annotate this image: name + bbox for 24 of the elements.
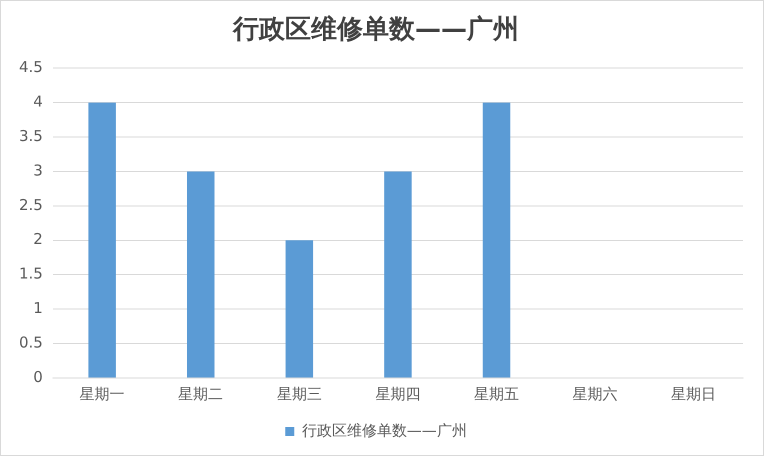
y-tick-label: 1.5 bbox=[18, 264, 43, 283]
legend-label: 行政区维修单数——广州 bbox=[302, 421, 467, 440]
y-tick-label: 3.5 bbox=[18, 126, 43, 145]
y-tick-label: 4 bbox=[33, 92, 43, 111]
x-tick-label: 星期一 bbox=[80, 384, 125, 403]
y-tick-label: 4.5 bbox=[18, 58, 43, 76]
y-tick-label: 3 bbox=[33, 161, 43, 180]
bar bbox=[186, 171, 214, 378]
x-tick-label: 星期二 bbox=[178, 384, 224, 403]
x-tick-label: 星期三 bbox=[276, 384, 322, 403]
x-tick-label: 星期五 bbox=[474, 384, 520, 403]
y-tick-label: 1 bbox=[33, 299, 43, 318]
y-tick-label: 2 bbox=[33, 230, 43, 248]
bar bbox=[482, 102, 510, 378]
bar bbox=[384, 171, 412, 378]
y-tick-label: 2.5 bbox=[18, 196, 43, 214]
bar bbox=[88, 102, 116, 378]
y-tick-label: 0 bbox=[33, 368, 43, 386]
y-tick-label: 0.5 bbox=[18, 333, 43, 352]
chart-title: 行政区维修单数——广州 bbox=[232, 14, 519, 44]
x-tick-label: 星期六 bbox=[572, 384, 618, 403]
x-tick-label: 星期日 bbox=[671, 384, 716, 403]
x-tick-label: 星期四 bbox=[375, 384, 420, 403]
bar bbox=[286, 240, 314, 378]
